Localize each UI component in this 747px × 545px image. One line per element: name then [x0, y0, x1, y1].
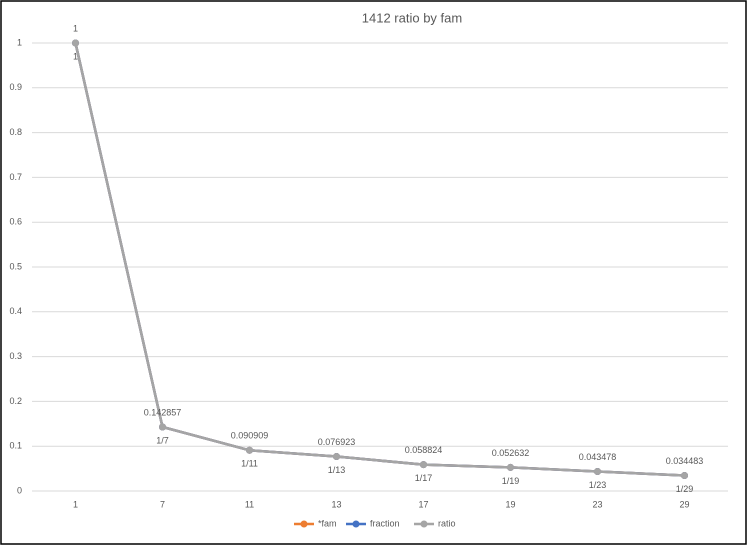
- legend-marker: [420, 520, 428, 528]
- legend-marker: [300, 520, 308, 528]
- x-tick-label: 17: [418, 499, 428, 509]
- x-tick-label: 23: [592, 499, 602, 509]
- y-tick-label: 0.8: [9, 127, 22, 137]
- y-tick-label: 0.4: [9, 306, 22, 316]
- data-label: 1/11: [241, 459, 258, 469]
- y-tick-label: 0.9: [9, 82, 22, 92]
- y-tick-label: 0.1: [9, 441, 22, 451]
- data-label: 0.043478: [579, 452, 617, 462]
- data-label: 0.076923: [318, 437, 356, 447]
- y-tick-label: 0.2: [9, 396, 22, 406]
- marker: [594, 468, 601, 476]
- legend-label: fraction: [370, 518, 400, 528]
- y-tick-label: 0.6: [9, 217, 22, 227]
- series-line: [74, 42, 685, 477]
- data-label: 1: [73, 51, 78, 61]
- data-label: 0.090909: [231, 431, 269, 441]
- data-label: 1/19: [502, 476, 520, 486]
- data-label: 0.058824: [405, 445, 443, 455]
- marker: [72, 39, 79, 47]
- legend-label: ratio: [438, 518, 456, 528]
- x-tick-label: 1: [73, 499, 78, 509]
- x-tick-label: 11: [245, 499, 254, 509]
- data-label: 1/23: [589, 480, 607, 490]
- y-tick-label: 0: [17, 485, 22, 495]
- y-tick-label: 0.7: [9, 172, 22, 182]
- data-label: 1/7: [156, 435, 169, 445]
- x-tick-label: 13: [331, 499, 341, 509]
- y-tick-label: 0.5: [9, 261, 22, 271]
- legend-label: *fam: [318, 518, 337, 528]
- data-label: 1/29: [676, 484, 694, 494]
- data-label: 1/13: [328, 465, 346, 475]
- marker: [507, 463, 514, 471]
- y-tick-label: 0.3: [9, 351, 22, 361]
- x-tick-label: 19: [505, 499, 515, 509]
- data-label: 0.052632: [492, 448, 530, 458]
- marker: [333, 453, 340, 461]
- marker: [420, 461, 427, 469]
- data-label: 1/17: [415, 473, 433, 483]
- x-tick-label: 29: [679, 499, 689, 509]
- y-tick-label: 1: [17, 37, 22, 47]
- data-label: 1: [73, 23, 78, 33]
- data-label: 0.034483: [666, 456, 704, 466]
- marker: [246, 446, 253, 454]
- chart-title: 1412 ratio by fam: [362, 10, 462, 25]
- marker: [159, 423, 166, 431]
- marker: [681, 472, 688, 480]
- legend-marker: [352, 520, 360, 528]
- data-label: 0.142857: [144, 407, 182, 417]
- x-tick-label: 7: [160, 499, 165, 509]
